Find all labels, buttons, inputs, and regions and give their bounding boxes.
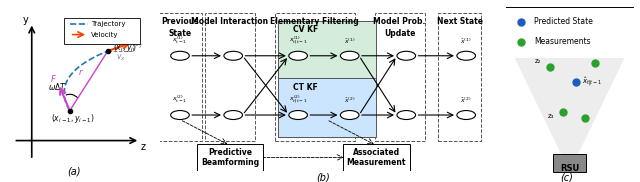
Text: $v_y$: $v_y$: [134, 40, 143, 51]
FancyBboxPatch shape: [275, 13, 355, 141]
Circle shape: [171, 110, 189, 120]
Text: Update: Update: [384, 29, 415, 37]
Text: z₁: z₁: [603, 53, 609, 59]
Text: Trajectory: Trajectory: [91, 21, 125, 27]
Text: $\hat{x}^{(1)}$: $\hat{x}^{(1)}$: [460, 37, 472, 46]
Text: (a): (a): [67, 167, 81, 177]
Text: Model Prob.: Model Prob.: [373, 17, 426, 26]
Text: RSU: RSU: [560, 164, 579, 173]
Text: $r$: $r$: [78, 67, 84, 77]
FancyBboxPatch shape: [438, 13, 481, 141]
Text: $\hat{x}^{(2)}$: $\hat{x}^{(2)}$: [460, 96, 472, 105]
Text: $x_{t|t-1}^{(1)}$: $x_{t|t-1}^{(1)}$: [289, 35, 307, 46]
FancyBboxPatch shape: [205, 13, 255, 141]
Text: Predicted State: Predicted State: [534, 17, 593, 26]
Text: z₂: z₂: [535, 58, 541, 64]
FancyBboxPatch shape: [343, 144, 410, 171]
FancyBboxPatch shape: [504, 7, 635, 59]
Text: (c): (c): [560, 172, 573, 182]
Circle shape: [397, 110, 415, 120]
Text: z: z: [140, 142, 145, 152]
Circle shape: [224, 110, 243, 120]
Text: $v_x$: $v_x$: [116, 53, 125, 64]
Polygon shape: [512, 52, 627, 172]
Circle shape: [171, 51, 189, 60]
Text: (b): (b): [316, 172, 330, 182]
Text: Velocity: Velocity: [91, 32, 118, 38]
Text: Previous: Previous: [161, 17, 199, 26]
Text: Associated
Measurement: Associated Measurement: [347, 148, 406, 167]
Text: $x_{t|t-1}^{(2)}$: $x_{t|t-1}^{(2)}$: [289, 94, 307, 105]
Text: $(x_i, y_i)$: $(x_i, y_i)$: [113, 41, 137, 54]
Text: Predictive
Beamforming: Predictive Beamforming: [201, 148, 259, 167]
Text: State: State: [168, 29, 191, 37]
Text: Trajectory: Trajectory: [91, 21, 125, 27]
Circle shape: [289, 110, 307, 120]
FancyBboxPatch shape: [374, 13, 424, 141]
Text: $F$: $F$: [50, 73, 57, 84]
Text: $\omega\Delta T$: $\omega\Delta T$: [48, 81, 67, 92]
FancyBboxPatch shape: [196, 144, 263, 171]
Text: Velocity: Velocity: [91, 32, 118, 38]
Circle shape: [224, 51, 243, 60]
Text: Model Interaction: Model Interaction: [191, 17, 268, 26]
Circle shape: [289, 51, 307, 60]
Circle shape: [457, 110, 476, 120]
Circle shape: [457, 51, 476, 60]
Text: CT KF: CT KF: [293, 83, 318, 92]
FancyBboxPatch shape: [553, 154, 586, 172]
FancyBboxPatch shape: [278, 21, 376, 80]
Text: z₃: z₃: [548, 113, 554, 119]
FancyBboxPatch shape: [278, 78, 376, 137]
Text: CV KF: CV KF: [293, 25, 318, 34]
FancyBboxPatch shape: [158, 13, 202, 141]
Text: $x_{t-1}^{(1)}$: $x_{t-1}^{(1)}$: [172, 35, 188, 46]
Circle shape: [340, 51, 359, 60]
Circle shape: [340, 110, 359, 120]
FancyBboxPatch shape: [64, 18, 140, 43]
Text: Elementary Filtering: Elementary Filtering: [270, 17, 359, 26]
Text: y: y: [23, 15, 29, 25]
Circle shape: [397, 51, 415, 60]
Text: Next State: Next State: [436, 17, 483, 26]
Text: Measurements: Measurements: [534, 37, 590, 46]
Text: $\hat{x}_{t|t-1}$: $\hat{x}_{t|t-1}$: [582, 76, 603, 89]
Text: $\hat{x}^{(1)}$: $\hat{x}^{(1)}$: [344, 37, 356, 46]
Text: $\hat{x}^{(2)}$: $\hat{x}^{(2)}$: [344, 96, 356, 105]
Text: $(x_{i-1}, y_{i-1})$: $(x_{i-1}, y_{i-1})$: [51, 112, 94, 125]
Text: $x_{t-1}^{(2)}$: $x_{t-1}^{(2)}$: [172, 94, 188, 105]
